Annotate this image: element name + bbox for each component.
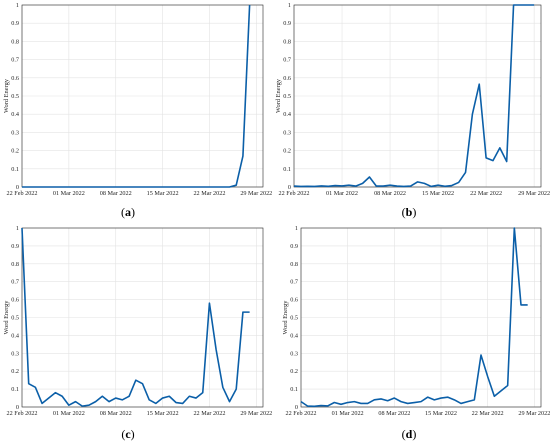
panel-c-series-line <box>21 227 250 407</box>
panel-d-axes-box <box>300 227 542 408</box>
panel-c-ytick-label: 0.9 <box>11 243 19 250</box>
panel-a-ytick-label: 0.5 <box>11 93 19 100</box>
panel-c-xtick-label: 15 Mar 2022 <box>147 410 179 417</box>
panel-b-ytick-label: 1 <box>288 2 291 9</box>
panel-c-ytick-label: 0.1 <box>11 386 19 393</box>
panel-d-xtick-label: 01 Mar 2022 <box>332 410 364 417</box>
panel-b-ytick-label: 0.1 <box>283 166 291 173</box>
panel-b-xtick-label: 15 Mar 2022 <box>422 190 454 197</box>
panel-a-xtick-label: 15 Mar 2022 <box>147 190 179 197</box>
panel-d-ytick-label: 0.8 <box>290 261 298 268</box>
panel-a-xtick-label: 22 Mar 2022 <box>193 190 225 197</box>
panel-a-ytick-label: 0.8 <box>11 38 19 45</box>
panel-c-ytick-label: 1 <box>16 225 19 232</box>
panel-a-ytick-label: 0.4 <box>11 111 19 118</box>
panel-c-axes-box <box>21 227 264 408</box>
caption-c: (c) <box>121 427 134 441</box>
panel-a-series-line <box>22 4 251 188</box>
panel-b-ytick-label: 0.7 <box>283 57 291 64</box>
panel-c-ytick-label: 0.7 <box>11 279 19 286</box>
panel-b-ytick-label: 0.3 <box>283 129 291 136</box>
panel-c-ytick-label: 0.3 <box>11 350 19 357</box>
panel-c-xtick-label: 22 Feb 2022 <box>7 410 38 417</box>
panel-c-xtick-label: 29 Mar 2022 <box>240 410 272 417</box>
panel-c-ytick-label: 0.6 <box>11 297 19 304</box>
caption-b: (b) <box>402 205 417 219</box>
panel-d-xtick-label: 22 Feb 2022 <box>286 410 317 417</box>
panel-b-xtick-label: 29 Mar 2022 <box>518 190 550 197</box>
panel-a-ytick-label: 0.3 <box>11 129 19 136</box>
panel-d-ytick-label: 0.3 <box>290 350 298 357</box>
panel-c-ytick-label: 0.8 <box>11 261 19 268</box>
panel-b-ylabel: Word Energy <box>275 78 282 113</box>
panel-a-ytick-label: 0.9 <box>11 20 19 27</box>
panel-d-xtick-label: 29 Mar 2022 <box>518 410 550 417</box>
panel-d-xtick-label: 22 Mar 2022 <box>472 410 504 417</box>
panel-b-series-line <box>293 4 535 188</box>
panel-b-ytick-label: 0.8 <box>283 38 291 45</box>
panel-d-ytick-label: 0.5 <box>290 315 298 322</box>
panel-b-ytick-label: 0.2 <box>283 148 291 155</box>
panel-a-xtick-label: 29 Mar 2022 <box>240 190 272 197</box>
panel-c-xtick-label: 01 Mar 2022 <box>53 410 85 417</box>
panel-a-ylabel: Word Energy <box>3 78 10 113</box>
panel-c-ytick-label: 0.2 <box>11 368 19 375</box>
panel-c: 0 0.1 0.2 0.3 0.4 0.5 0.6 0.7 0.8 0.9 1 22 Feb 2022… <box>3 225 272 417</box>
caption-a: (a) <box>121 205 135 219</box>
caption-d: (d) <box>402 427 417 441</box>
panel-a-ytick-label: 1 <box>16 2 19 9</box>
panel-b: 0 0.1 0.2 0.3 0.4 0.5 0.6 0.7 0.8 0.9 1 22 Feb 2022… <box>275 2 550 197</box>
panel-c-ylabel: Word Energy <box>3 300 10 335</box>
panel-b-ytick-label: 0 <box>288 184 291 191</box>
panel-c-ytick-label: 0.5 <box>11 315 19 322</box>
panel-c-xtick-label: 08 Mar 2022 <box>100 410 132 417</box>
panel-d-ytick-label: 0.2 <box>290 368 298 375</box>
panel-d-series-line <box>300 227 528 408</box>
panel-d-ytick-label: 0.9 <box>290 243 298 250</box>
panel-d-xtick-label: 15 Mar 2022 <box>425 410 457 417</box>
panel-a-ytick-label: 0.2 <box>11 148 19 155</box>
panel-b-ytick-label: 0.6 <box>283 75 291 82</box>
panel-b-ytick-label: 0.4 <box>283 111 291 118</box>
panel-d: 0 0.1 0.2 0.3 0.4 0.5 0.6 0.7 0.8 0.9 1 22 Feb 2022… <box>282 225 550 417</box>
panel-b-xtick-label: 22 Feb 2022 <box>279 190 310 197</box>
panel-d-ytick-label: 1 <box>295 225 298 232</box>
panel-c-ytick-label: 0 <box>16 404 19 411</box>
panel-d-ytick-label: 0.1 <box>290 386 298 393</box>
panel-a-xtick-label: 01 Mar 2022 <box>53 190 85 197</box>
panel-a-xtick-label: 08 Mar 2022 <box>100 190 132 197</box>
panel-d-ytick-label: 0 <box>295 404 298 411</box>
panel-d-ylabel: Word Energy <box>282 300 289 335</box>
panel-a-ytick-label: 0.7 <box>11 57 19 64</box>
panel-d-ytick-label: 0.4 <box>290 332 298 339</box>
panel-b-xtick-label: 22 Mar 2022 <box>470 190 502 197</box>
panel-b-xtick-label: 08 Mar 2022 <box>374 190 406 197</box>
panel-c-ytick-label: 0.4 <box>11 332 19 339</box>
panel-d-ytick-label: 0.7 <box>290 279 298 286</box>
panel-b-axes-box <box>293 4 542 188</box>
panel-a-ytick-label: 0.6 <box>11 75 19 82</box>
panel-b-ytick-label: 0.9 <box>283 20 291 27</box>
panel-b-ytick-label: 0.5 <box>283 93 291 100</box>
panel-a-ytick-label: 0.1 <box>11 166 19 173</box>
panel-c-xtick-label: 22 Mar 2022 <box>193 410 225 417</box>
panel-d-ytick-label: 0.6 <box>290 297 298 304</box>
panel-b-xtick-label: 01 Mar 2022 <box>326 190 358 197</box>
panel-a-ytick-label: 0 <box>16 184 19 191</box>
panel-a-xtick-label: 22 Feb 2022 <box>7 190 38 197</box>
panel-d-xtick-label: 08 Mar 2022 <box>378 410 410 417</box>
panel-a: 0 0.1 0.2 0.3 0.4 0.5 0.6 0.7 0.8 0.9 1 22 Feb 2022… <box>3 2 272 197</box>
